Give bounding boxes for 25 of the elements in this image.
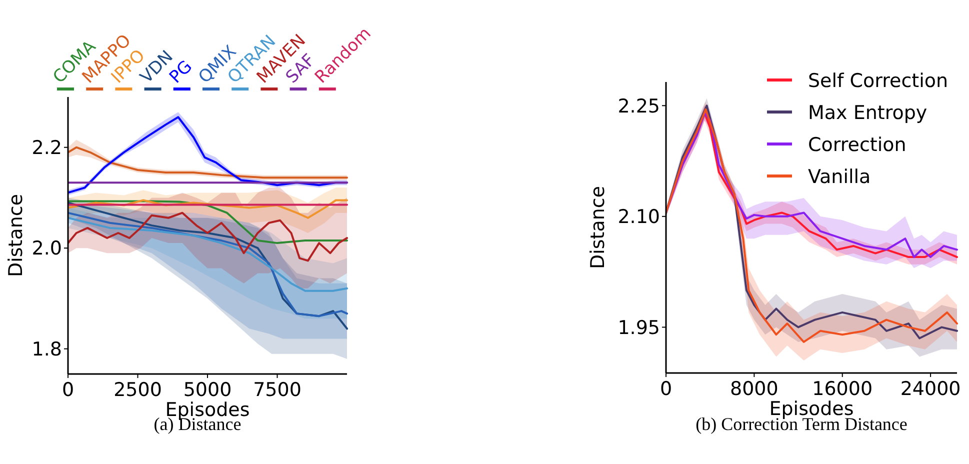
legend-label: Self Correction bbox=[808, 70, 948, 92]
y-tick-label: 2.10 bbox=[618, 206, 660, 228]
line-series bbox=[68, 200, 348, 244]
x-tick-label: 5000 bbox=[183, 379, 232, 401]
line-series bbox=[68, 146, 348, 179]
legend-label: Vanilla bbox=[808, 166, 871, 188]
x-tick-label: 7500 bbox=[253, 379, 302, 401]
legend-label: Correction bbox=[808, 134, 906, 156]
line-series bbox=[68, 212, 348, 262]
x-tick-label: 0 bbox=[62, 379, 74, 401]
y-tick-label: 1.8 bbox=[32, 338, 62, 360]
x-tick-label: 2500 bbox=[114, 379, 162, 401]
legend-label: Max Entropy bbox=[808, 102, 928, 124]
y-axis-title: Distance bbox=[5, 194, 27, 278]
y-tick-label: 2.25 bbox=[618, 95, 660, 118]
y-axis-title: Distance bbox=[587, 186, 609, 270]
y-tick-label: 1.95 bbox=[618, 316, 660, 339]
line-series bbox=[68, 199, 348, 219]
x-tick-label: 24000 bbox=[900, 378, 961, 400]
y-tick-label: 2.2 bbox=[32, 137, 62, 160]
line-series bbox=[68, 216, 348, 292]
x-tick-label: 0 bbox=[660, 378, 672, 400]
x-tick-label: 16000 bbox=[812, 378, 873, 400]
x-tick-label: 8000 bbox=[730, 378, 778, 400]
y-tick-label: 2.0 bbox=[32, 238, 62, 260]
